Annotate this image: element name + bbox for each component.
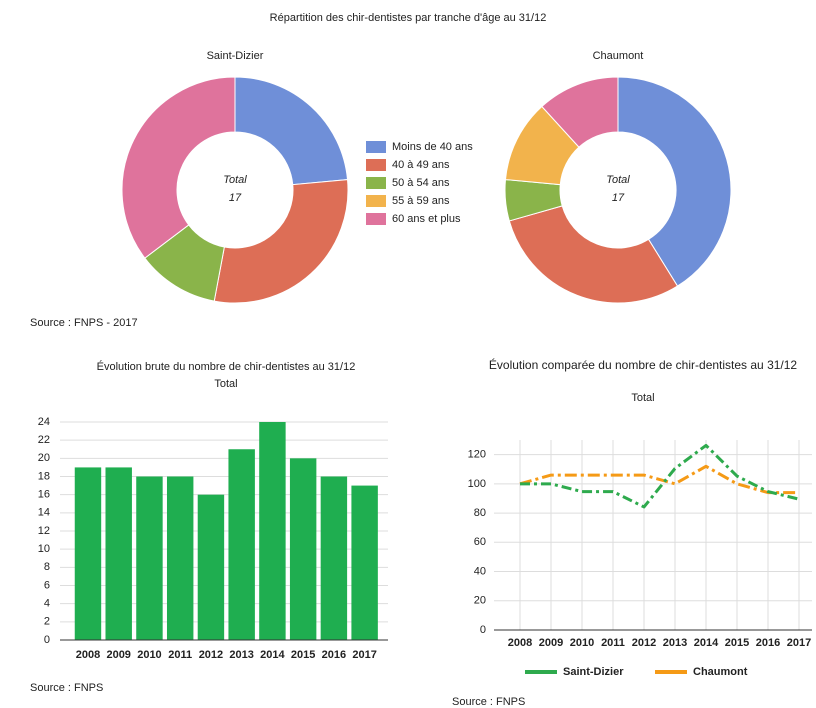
x-tick-label: 2014: [694, 637, 719, 649]
donut-title: Saint-Dizier: [207, 50, 264, 62]
y-tick-label: 20: [38, 452, 50, 464]
legend-label: Chaumont: [693, 666, 748, 678]
chart-subtitle: Total: [214, 378, 237, 390]
donut-segment: [541, 76, 619, 148]
y-tick-label: 22: [38, 434, 50, 446]
x-tick-label: 2013: [663, 637, 687, 649]
source: Source : FNPS - 2017: [30, 317, 138, 329]
legend-label: 50 à 54 ans: [392, 177, 450, 189]
y-tick-label: 12: [38, 525, 50, 537]
y-tick-label: 4: [44, 598, 50, 610]
x-tick-label: 2016: [756, 637, 780, 649]
legend-swatch: [366, 213, 386, 225]
legend-swatch: [366, 177, 386, 189]
center-value: 17: [612, 192, 625, 204]
y-tick-label: 60: [474, 536, 486, 548]
y-tick-label: 120: [468, 449, 486, 461]
x-tick-label: 2009: [106, 649, 130, 661]
y-tick-label: 0: [480, 624, 486, 636]
y-tick-label: 6: [44, 579, 50, 591]
y-tick-label: 24: [38, 416, 50, 428]
legend-swatch: [366, 195, 386, 207]
x-tick-label: 2010: [570, 637, 594, 649]
legend-swatch: [366, 159, 386, 171]
header-title: Répartition des chir-dentistes par tranc…: [270, 12, 547, 24]
x-tick-label: 2017: [787, 637, 811, 649]
donut-segment: [508, 205, 679, 304]
y-tick-label: 8: [44, 561, 50, 573]
legend-label: Moins de 40 ans: [392, 141, 473, 153]
y-tick-label: 14: [38, 507, 50, 519]
donut-segment: [234, 76, 349, 186]
center-label: Total: [223, 174, 247, 186]
x-tick-label: 2008: [76, 649, 100, 661]
y-tick-label: 80: [474, 507, 486, 519]
x-tick-label: 2012: [199, 649, 223, 661]
legend-label: 55 à 59 ans: [392, 195, 450, 207]
legend-label: Saint-Dizier: [563, 666, 624, 678]
bar: [74, 467, 102, 640]
x-tick-label: 2011: [168, 649, 192, 661]
bar: [289, 458, 317, 640]
chart-subtitle: Total: [631, 392, 654, 404]
x-tick-label: 2012: [632, 637, 656, 649]
bar: [228, 449, 255, 640]
legend-label: 40 à 49 ans: [392, 159, 450, 171]
x-tick-label: 2014: [260, 649, 285, 661]
y-tick-label: 16: [38, 489, 50, 501]
source: Source : FNPS: [30, 682, 103, 694]
y-tick-label: 100: [468, 478, 486, 490]
donut-segment: [121, 76, 236, 259]
x-tick-label: 2013: [229, 649, 253, 661]
donut-segment: [213, 179, 349, 304]
bar: [197, 494, 225, 640]
bar: [166, 476, 194, 640]
legend-label: 60 ans et plus: [392, 213, 461, 225]
x-tick-label: 2017: [352, 649, 376, 661]
y-tick-label: 18: [38, 470, 50, 482]
y-tick-label: 10: [38, 543, 50, 555]
bar: [136, 476, 163, 640]
x-tick-label: 2016: [322, 649, 346, 661]
y-tick-label: 40: [474, 565, 486, 577]
bar: [320, 476, 348, 640]
series-line: [520, 443, 800, 509]
bar: [351, 485, 378, 640]
x-tick-label: 2011: [601, 637, 625, 649]
y-tick-label: 2: [44, 616, 50, 628]
y-tick-label: 0: [44, 634, 50, 646]
x-tick-label: 2010: [137, 649, 161, 661]
donut-title: Chaumont: [593, 50, 644, 62]
center-value: 17: [229, 192, 242, 204]
bar: [105, 467, 132, 640]
x-tick-label: 2008: [508, 637, 532, 649]
chart-title: Évolution brute du nombre de chir-dentis…: [97, 360, 356, 373]
x-tick-label: 2009: [539, 637, 563, 649]
y-tick-label: 20: [474, 595, 486, 607]
center-label: Total: [606, 174, 630, 186]
x-tick-label: 2015: [725, 637, 749, 649]
donut-segment: [617, 76, 732, 287]
source: Source : FNPS: [452, 696, 525, 708]
x-tick-label: 2015: [291, 649, 315, 661]
series-line: [519, 464, 799, 495]
bar: [259, 422, 286, 640]
line-chart-title: Évolution comparée du nombre de chir-den…: [488, 358, 798, 372]
legend-swatch: [366, 141, 386, 153]
